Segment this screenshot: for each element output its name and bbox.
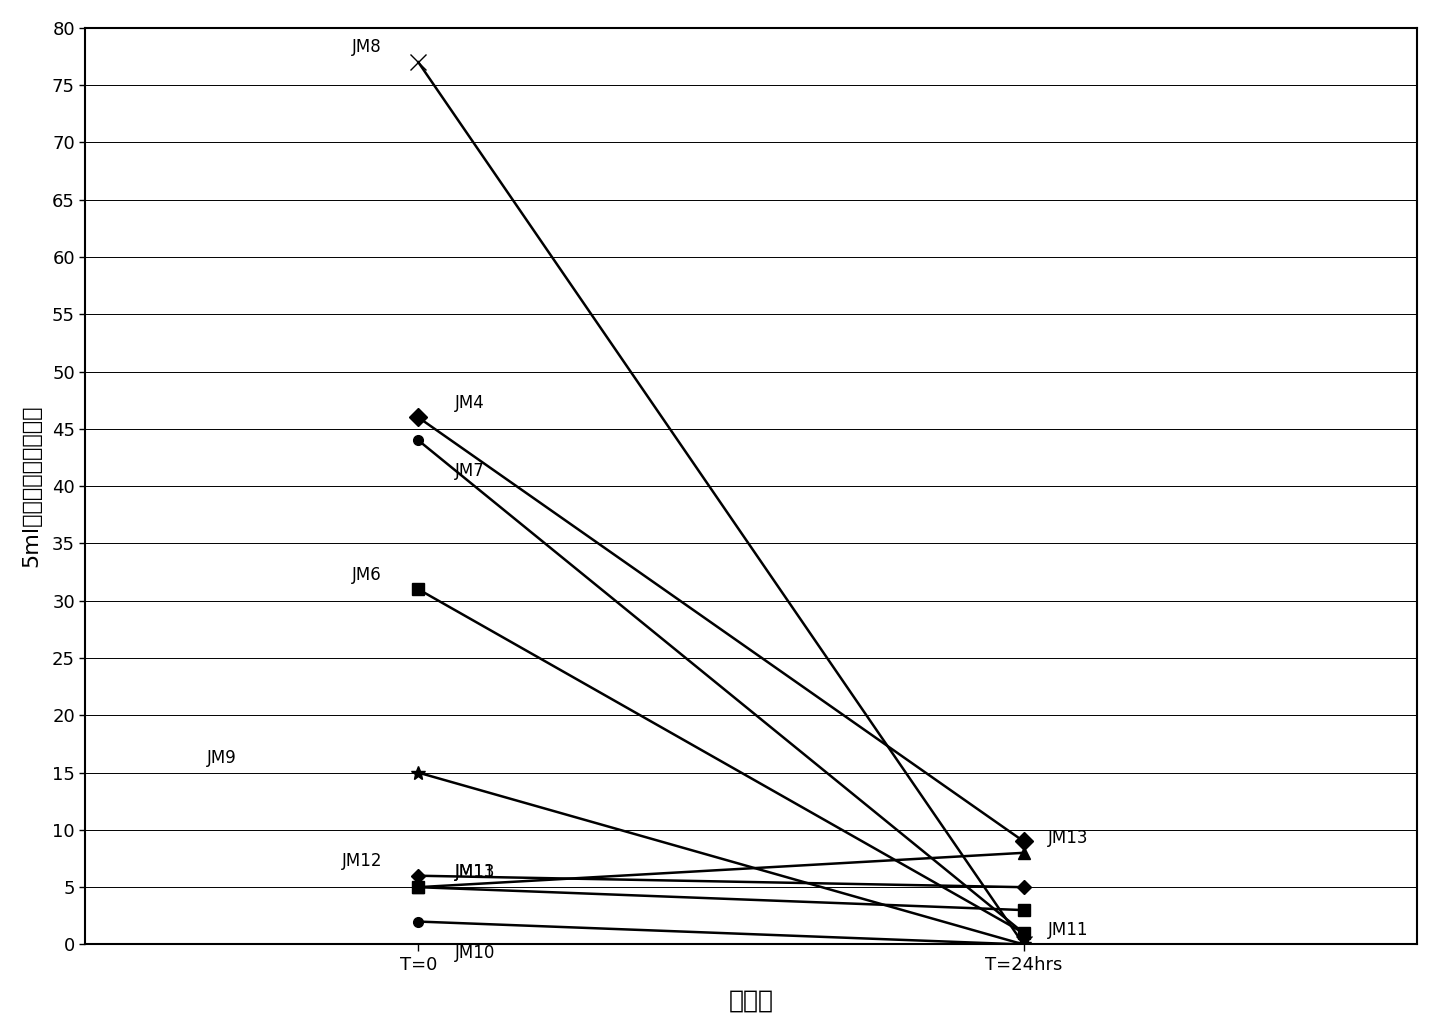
Text: JM13: JM13 xyxy=(454,864,495,881)
Text: JM8: JM8 xyxy=(352,38,383,57)
Text: JM12: JM12 xyxy=(341,852,383,870)
Text: JM10: JM10 xyxy=(454,944,495,962)
Text: JM6: JM6 xyxy=(352,565,383,584)
Text: JM11: JM11 xyxy=(1048,920,1089,939)
Text: JM7: JM7 xyxy=(454,463,485,480)
Text: JM9: JM9 xyxy=(207,749,236,766)
Text: JM4: JM4 xyxy=(454,394,485,412)
Y-axis label: 5ml血液中的平均细胞数: 5ml血液中的平均细胞数 xyxy=(20,405,40,567)
Text: JM13: JM13 xyxy=(1048,829,1089,847)
Text: JM11: JM11 xyxy=(454,864,495,881)
X-axis label: 时间点: 时间点 xyxy=(729,989,774,1012)
